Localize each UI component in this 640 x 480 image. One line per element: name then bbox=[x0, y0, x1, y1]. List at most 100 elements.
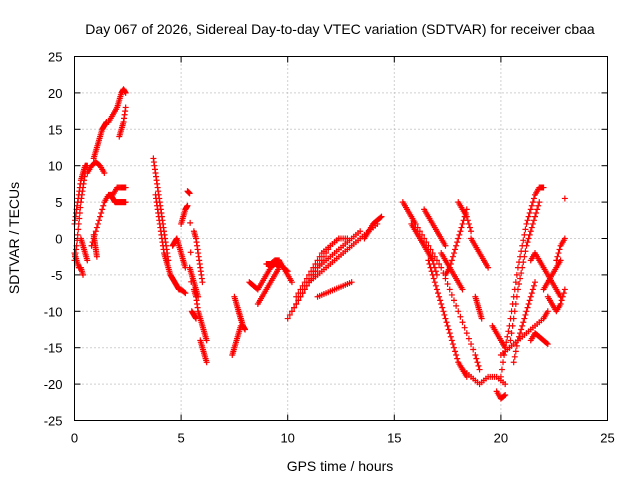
data-point bbox=[502, 381, 509, 388]
data-point bbox=[512, 301, 519, 308]
data-point bbox=[450, 344, 457, 351]
data-point bbox=[76, 215, 83, 222]
data-point bbox=[450, 297, 457, 304]
data-point bbox=[446, 330, 453, 337]
chart-title: Day 067 of 2026, Sidereal Day-to-day VTE… bbox=[85, 21, 595, 37]
data-point bbox=[523, 308, 530, 315]
data-point bbox=[521, 231, 528, 238]
data-point bbox=[308, 268, 315, 275]
data-point bbox=[511, 308, 518, 315]
series-arc-i4 bbox=[472, 293, 485, 322]
data-point bbox=[448, 257, 455, 264]
data-point bbox=[561, 235, 568, 242]
data-point bbox=[478, 315, 485, 322]
data-point bbox=[526, 231, 533, 238]
y-tick-label: -15 bbox=[44, 341, 63, 356]
grid-lines bbox=[74, 56, 608, 421]
data-point bbox=[520, 237, 527, 244]
data-point bbox=[122, 104, 129, 111]
data-point bbox=[517, 275, 524, 282]
data-point bbox=[442, 315, 449, 322]
data-point bbox=[447, 260, 454, 267]
series-arc-b2 bbox=[90, 119, 110, 162]
series-arc-h3 bbox=[421, 206, 449, 249]
data-point bbox=[286, 311, 293, 318]
data-point bbox=[443, 319, 450, 326]
plot-frame bbox=[74, 56, 608, 421]
data-point bbox=[293, 293, 300, 300]
data-point bbox=[528, 224, 535, 231]
series-arc-j8 bbox=[553, 235, 568, 264]
data-point bbox=[463, 213, 470, 220]
data-point bbox=[291, 304, 298, 311]
data-point bbox=[303, 275, 310, 282]
data-point bbox=[516, 281, 523, 287]
data-point bbox=[444, 281, 451, 287]
data-point bbox=[528, 290, 535, 297]
data-point bbox=[122, 89, 129, 96]
data-point bbox=[98, 210, 105, 217]
data-point bbox=[464, 217, 471, 224]
x-tick-label: 20 bbox=[494, 431, 508, 446]
series-arc-a4 bbox=[77, 235, 91, 264]
data-point bbox=[530, 195, 537, 202]
data-point bbox=[530, 282, 537, 289]
series-arc-f3 bbox=[263, 257, 295, 286]
data-point bbox=[524, 304, 531, 311]
series-arc-j2 bbox=[506, 199, 543, 351]
data-point bbox=[454, 239, 461, 246]
data-point bbox=[293, 301, 300, 308]
data-point bbox=[472, 351, 479, 358]
data-point bbox=[518, 326, 525, 333]
series-arc-c4 bbox=[178, 202, 191, 227]
data-point bbox=[344, 235, 351, 242]
data-point bbox=[80, 271, 87, 278]
series-arc-j6 bbox=[540, 257, 564, 293]
data-point bbox=[438, 264, 445, 271]
data-point bbox=[84, 257, 91, 264]
data-point bbox=[454, 355, 461, 362]
data-point bbox=[76, 210, 83, 217]
data-point bbox=[436, 260, 443, 267]
data-point bbox=[555, 250, 562, 257]
data-point bbox=[427, 264, 434, 271]
data-point bbox=[535, 202, 542, 209]
data-point bbox=[523, 220, 530, 227]
data-point bbox=[186, 190, 193, 197]
data-point bbox=[444, 322, 451, 329]
series-arc-g4 bbox=[306, 220, 381, 286]
data-point bbox=[524, 239, 531, 246]
series-arc-c2 bbox=[152, 191, 189, 297]
data-point bbox=[297, 286, 304, 293]
data-point bbox=[532, 213, 539, 220]
data-point bbox=[503, 339, 510, 346]
data-point bbox=[455, 235, 462, 242]
data-point bbox=[75, 226, 82, 233]
data-point bbox=[533, 210, 540, 217]
data-point bbox=[513, 342, 520, 349]
data-point bbox=[497, 373, 504, 380]
data-point bbox=[510, 359, 517, 366]
data-point bbox=[357, 228, 364, 235]
data-point bbox=[453, 302, 460, 309]
data-point bbox=[517, 330, 524, 337]
data-point bbox=[445, 326, 452, 333]
data-point bbox=[458, 224, 465, 231]
data-point bbox=[316, 253, 323, 260]
data-point bbox=[99, 206, 106, 213]
x-axis-label: GPS time / hours bbox=[287, 458, 394, 474]
data-point bbox=[431, 279, 438, 286]
data-point bbox=[426, 260, 433, 267]
series-arc-j7 bbox=[544, 286, 568, 315]
data-point bbox=[560, 290, 567, 297]
data-point bbox=[448, 337, 455, 344]
y-tick-label: -25 bbox=[44, 414, 63, 429]
data-point bbox=[527, 228, 534, 235]
series-arc-f2 bbox=[254, 264, 283, 308]
data-point bbox=[453, 351, 460, 358]
data-point bbox=[509, 322, 516, 329]
data-point bbox=[199, 279, 206, 286]
data-point bbox=[459, 319, 466, 326]
data-point bbox=[523, 242, 530, 249]
data-point bbox=[475, 362, 482, 369]
